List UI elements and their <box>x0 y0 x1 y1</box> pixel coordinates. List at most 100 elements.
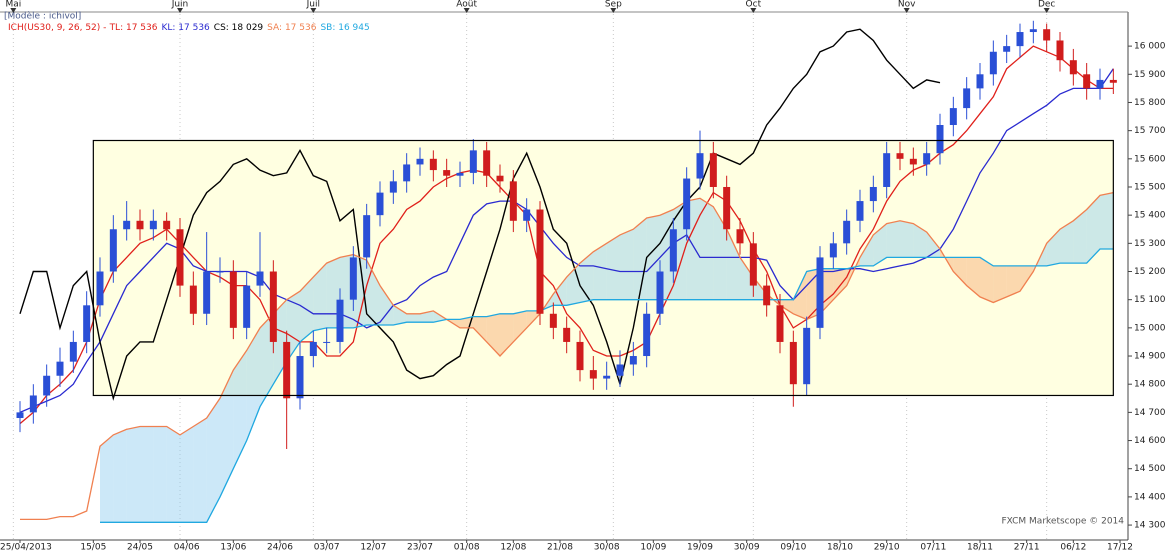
month-label: Sep <box>605 0 622 10</box>
highlight-box-border <box>92 139 1114 397</box>
cloud <box>900 220 914 258</box>
legend-entry: SA: 17 536 <box>267 23 317 33</box>
candle-body <box>1096 79 1104 89</box>
month-label: Juil <box>306 0 320 10</box>
legend-entry: SB: 16 945 <box>320 23 369 33</box>
candle-body <box>589 370 597 379</box>
cloud <box>713 206 727 300</box>
candle-body <box>976 74 984 89</box>
candle-body <box>429 158 437 171</box>
candle-body <box>843 220 851 244</box>
legend-entry: CS: 18 029 <box>214 23 264 33</box>
cloud <box>966 257 980 297</box>
indicator-line <box>19 45 1114 425</box>
candle-body <box>216 271 224 273</box>
candle-body <box>576 341 584 371</box>
candle-body <box>963 88 971 109</box>
cloud <box>1046 229 1060 266</box>
cloud <box>420 310 434 323</box>
y-tick-label: 14 900 <box>1134 352 1166 362</box>
cloud <box>233 350 247 469</box>
month-label: Juin <box>171 0 189 10</box>
candle-body <box>56 361 64 376</box>
candle-body <box>869 186 877 202</box>
y-tick-label: 15 000 <box>1134 323 1166 333</box>
candle-body <box>936 125 944 154</box>
candle-body <box>616 364 624 376</box>
y-tick-label: 14 400 <box>1134 492 1166 502</box>
cloud <box>1060 220 1074 264</box>
candle-body <box>483 150 491 176</box>
candle-body <box>176 229 184 286</box>
candle-body <box>389 181 397 193</box>
candle-body <box>149 220 157 230</box>
cloud <box>980 257 994 303</box>
x-tick-label: 03/07 <box>314 543 340 553</box>
cloud <box>153 426 167 523</box>
candle-body <box>83 305 91 342</box>
y-tick-label: 15 700 <box>1134 126 1166 136</box>
x-tick-label: 15/05 <box>80 543 106 553</box>
month-marker <box>463 8 470 13</box>
y-tick-label: 16 000 <box>1134 42 1166 52</box>
candle-body <box>949 108 957 126</box>
month-label: Mai <box>5 0 21 10</box>
cloud <box>1086 195 1100 264</box>
cloud <box>393 305 407 326</box>
candle-body <box>523 209 531 221</box>
candle-body <box>203 271 211 314</box>
x-tick-label: 18/10 <box>827 543 853 553</box>
cloud <box>1020 265 1034 292</box>
cloud <box>953 257 967 286</box>
candle-body <box>256 271 264 286</box>
cloud <box>473 316 487 342</box>
candle-body <box>243 285 251 328</box>
y-tick-label: 15 200 <box>1134 267 1166 277</box>
candle-body <box>749 243 757 286</box>
x-tick-label: 12/07 <box>360 543 386 553</box>
candle-body <box>1056 40 1064 61</box>
y-tick-label: 14 500 <box>1134 464 1166 474</box>
cloud <box>166 426 180 523</box>
x-tick-label: 25/04/2013 <box>0 543 52 553</box>
x-tick-label: 19/09 <box>687 543 713 553</box>
candle-body <box>416 158 424 165</box>
cloud <box>246 327 260 441</box>
legend: ICH(US30, 9, 26, 52) - TL: 17 536 KL: 17 5… <box>8 23 370 33</box>
y-tick-label: 14 600 <box>1134 436 1166 446</box>
candle-body <box>1029 29 1037 33</box>
candle-body <box>296 356 304 399</box>
x-tick-label: 23/07 <box>407 543 433 553</box>
indicator-label: ICH(US30, 9, 26, 52) - <box>8 23 106 33</box>
candle-body <box>1083 74 1091 89</box>
month-marker <box>1043 8 1050 13</box>
y-tick-label: 14 700 <box>1134 408 1166 418</box>
candle-body <box>456 172 464 176</box>
cloud <box>833 268 847 300</box>
cloud <box>1073 209 1087 264</box>
candle-body <box>309 341 317 357</box>
y-tick-label: 14 800 <box>1134 380 1166 390</box>
model-label: [Modèle : ichivol] <box>4 11 81 22</box>
cloud <box>1100 192 1114 249</box>
candle-body <box>469 150 477 173</box>
month-marker <box>610 8 617 13</box>
x-tick-label: 10/09 <box>640 543 666 553</box>
cloud <box>993 265 1007 303</box>
candle-body <box>909 158 917 165</box>
cloud <box>1006 265 1020 297</box>
candle-body <box>269 271 277 342</box>
candle-body <box>349 257 357 300</box>
candle-body <box>683 178 691 230</box>
candle-body <box>363 215 371 258</box>
candle-body <box>96 271 104 306</box>
cloud <box>113 429 127 523</box>
cloud <box>873 223 887 266</box>
cloud <box>513 310 527 342</box>
indicator-line <box>19 28 941 401</box>
cloud <box>780 299 794 314</box>
candle-body <box>376 192 384 216</box>
candle-body <box>923 153 931 165</box>
candle-body <box>763 285 771 306</box>
